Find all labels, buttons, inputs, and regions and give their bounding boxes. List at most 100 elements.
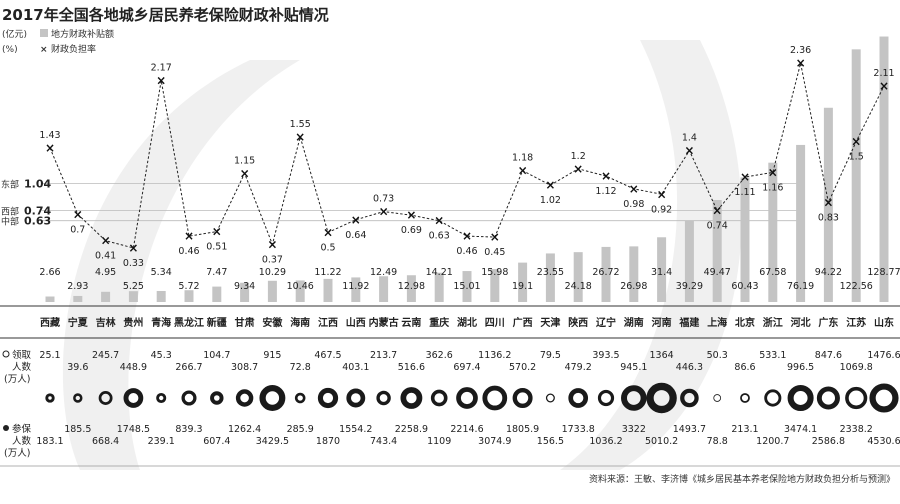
recipient-value-11: 403.1 xyxy=(342,362,369,373)
insured-value-6: 607.4 xyxy=(203,436,230,447)
bar-value-labels: 2.66 2.93 4.95 5.25 5.34 5.72 7.47 9.34 10.2910.… xyxy=(39,267,900,292)
bar-label-26: 67.58 xyxy=(759,267,786,278)
category-label-13: 云南 xyxy=(401,316,421,329)
population-rings xyxy=(45,382,899,414)
population-ring-6 xyxy=(210,391,224,405)
rate-label-6: 0.51 xyxy=(206,242,227,253)
bar-13 xyxy=(406,275,416,302)
bar-22 xyxy=(657,237,667,302)
recipient-value-4: 45.3 xyxy=(151,350,172,361)
recipient-value-28: 847.6 xyxy=(815,350,842,361)
bar-12 xyxy=(379,276,389,302)
rate-marker-12: × xyxy=(379,205,389,219)
category-label-8: 安徽 xyxy=(262,316,283,329)
legend: (亿元) 地方财政补贴额 (%) × 财政负担率 xyxy=(2,28,114,55)
population-ring-9 xyxy=(294,392,306,404)
recipient-value-26: 533.1 xyxy=(759,350,786,361)
bar-label-14: 14.21 xyxy=(426,267,453,278)
rate-label-13: 0.69 xyxy=(401,225,422,236)
category-label-22: 河南 xyxy=(652,316,672,329)
population-ring-11 xyxy=(346,388,366,408)
insured-value-22: 5010.2 xyxy=(645,436,678,447)
recipients-marker-icon xyxy=(2,350,10,358)
region-name-2: 中部 xyxy=(1,216,19,228)
rate-marker-19: × xyxy=(573,162,583,176)
category-label-27: 河北 xyxy=(791,316,811,329)
category-label-14: 重庆 xyxy=(429,316,449,329)
bar-25 xyxy=(740,177,750,302)
population-ring-1 xyxy=(73,393,83,403)
bar-series xyxy=(45,36,889,303)
insured-value-12: 743.4 xyxy=(370,436,397,447)
rate-marker-6: × xyxy=(212,225,222,239)
category-label-18: 天津 xyxy=(540,316,560,329)
category-label-4: 青海 xyxy=(151,316,171,329)
insured-value-25: 213.1 xyxy=(731,424,758,435)
category-label-20: 辽宁 xyxy=(596,316,616,329)
bar-label-20: 26.72 xyxy=(592,267,619,278)
category-labels: 西藏 宁夏 吉林 贵州 青海 黑龙江 新疆 甘肃 安徽 海南 江西 山西 内蒙古 云南 重庆 湖北 四川 广西 天津… xyxy=(40,316,894,329)
region-value-2: 0.63 xyxy=(24,215,51,228)
rate-label-2: 0.41 xyxy=(95,251,116,262)
rate-marker-25: × xyxy=(740,170,750,184)
population-ring-4 xyxy=(156,392,167,404)
insured-value-7: 1262.4 xyxy=(228,424,261,435)
recipient-value-19: 479.2 xyxy=(565,362,592,373)
bar-24 xyxy=(712,200,722,302)
recipient-value-22: 1364 xyxy=(650,350,674,361)
rate-label-26: 1.16 xyxy=(762,182,783,193)
bar-19 xyxy=(573,252,583,302)
bar-label-18: 23.55 xyxy=(537,267,564,278)
population-ring-24 xyxy=(713,394,722,402)
insured-value-5: 839.3 xyxy=(175,424,202,435)
insured-label-line1: 参保 xyxy=(12,423,32,435)
bar-27 xyxy=(796,144,806,302)
bar-label-13: 12.98 xyxy=(398,281,425,292)
rate-label-19: 1.2 xyxy=(571,151,586,162)
insured-value-0: 183.1 xyxy=(36,436,63,447)
bar-label-29: 122.56 xyxy=(840,281,873,292)
rate-marker-9: × xyxy=(295,130,305,144)
region-reference-lines: 东部 1.04 西部 0.74 中部 0.63 xyxy=(1,177,805,228)
legend-bar-unit: (亿元) xyxy=(2,28,27,40)
rate-marker-24: × xyxy=(712,204,722,218)
recipient-value-6: 104.7 xyxy=(203,350,230,361)
legend-bar-label: 地方财政补贴额 xyxy=(51,28,114,40)
rate-label-30: 2.11 xyxy=(873,68,894,79)
insured-value-11: 1554.2 xyxy=(339,424,372,435)
population-ring-16 xyxy=(482,385,508,411)
insured-value-19: 1733.8 xyxy=(562,424,595,435)
insured-value-3: 1748.5 xyxy=(117,424,150,435)
bar-21 xyxy=(629,246,639,302)
bar-label-11: 11.92 xyxy=(342,281,369,292)
category-label-21: 湖南 xyxy=(624,316,644,329)
insured-value-13: 2258.9 xyxy=(395,424,428,435)
recipients-label-line2: 人数 xyxy=(12,361,32,373)
population-ring-0 xyxy=(45,393,55,403)
bar-label-3: 5.25 xyxy=(123,281,144,292)
bar-label-4: 5.34 xyxy=(151,267,172,278)
bar-label-2: 4.95 xyxy=(95,267,116,278)
population-ring-23 xyxy=(680,388,699,408)
insured-row-label: 参保 人数 (万人) xyxy=(3,423,32,459)
rate-label-28: 0.83 xyxy=(818,212,839,223)
rate-label-5: 0.46 xyxy=(178,246,199,257)
bar-label-6: 7.47 xyxy=(206,267,227,278)
rate-label-24: 0.74 xyxy=(707,221,728,232)
recipient-value-27: 996.5 xyxy=(787,362,814,373)
bar-label-17: 19.1 xyxy=(512,281,533,292)
bar-26 xyxy=(768,162,778,302)
population-ring-8 xyxy=(259,385,286,411)
bar-0 xyxy=(45,296,55,302)
category-label-12: 内蒙古 xyxy=(369,316,399,329)
insured-value-14: 1109 xyxy=(427,436,451,447)
legend-bar-swatch xyxy=(40,29,48,37)
recipient-value-25: 86.6 xyxy=(734,362,755,373)
insured-value-1: 185.5 xyxy=(64,424,91,435)
region-name-0: 东部 xyxy=(1,178,19,190)
legend-line-marker-icon: × xyxy=(40,45,48,55)
rate-label-3: 0.33 xyxy=(123,258,144,269)
bar-4 xyxy=(156,290,166,302)
population-ring-2 xyxy=(98,391,113,405)
